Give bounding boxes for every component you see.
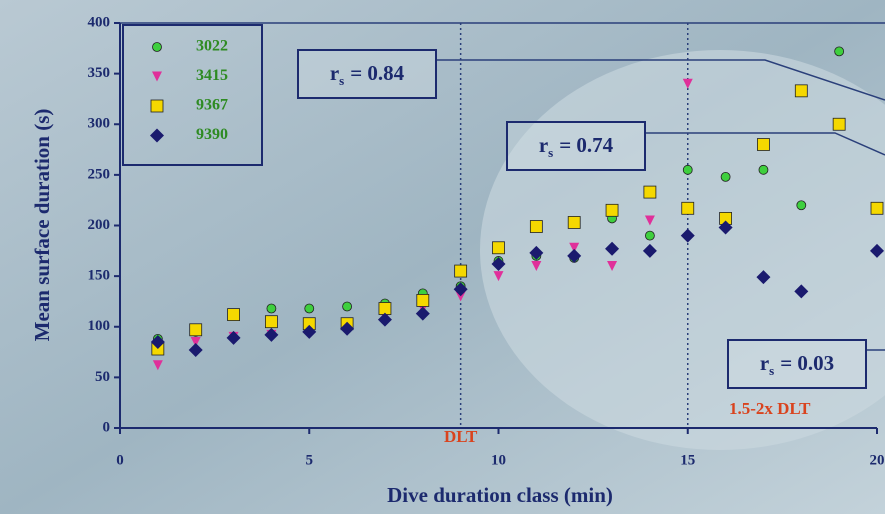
point <box>568 216 580 228</box>
annotation-part: s <box>548 145 553 160</box>
legend-label: 9367 <box>196 97 228 114</box>
point <box>265 316 277 328</box>
point <box>455 265 467 277</box>
point <box>833 118 845 130</box>
point <box>305 304 314 313</box>
point <box>871 202 883 214</box>
point <box>795 85 807 97</box>
point <box>228 309 240 321</box>
point <box>493 242 505 254</box>
chart: Dive duration class (min) Mean surface d… <box>0 0 885 514</box>
x-tick-label: 10 <box>491 452 506 468</box>
legend-marker <box>151 100 163 112</box>
point <box>682 202 694 214</box>
annotation-part: = 0.84 <box>350 61 404 85</box>
point <box>530 221 542 233</box>
y-tick-label: 150 <box>88 268 111 284</box>
annotation-part: s <box>769 363 774 378</box>
point <box>757 139 769 151</box>
y-tick-label: 350 <box>88 65 111 81</box>
point <box>190 324 202 336</box>
x-tick-label: 0 <box>116 452 124 468</box>
y-tick-label: 400 <box>88 14 111 30</box>
annotation-part: s <box>339 73 344 88</box>
y-tick-label: 250 <box>88 166 111 182</box>
annotation-part: r <box>539 133 548 157</box>
point <box>797 201 806 210</box>
annotation-part: r <box>760 351 769 375</box>
point <box>267 304 276 313</box>
point <box>645 231 654 240</box>
legend-label: 3415 <box>196 67 228 84</box>
annotation-part: = 0.74 <box>559 133 613 157</box>
reference-label: DLT <box>444 427 478 446</box>
point <box>417 294 429 306</box>
reference-label: 1.5-2x DLT <box>729 399 811 418</box>
point <box>835 47 844 56</box>
point <box>759 165 768 174</box>
annotation-part: r <box>330 61 339 85</box>
point <box>721 172 730 181</box>
x-axis-title: Dive duration class (min) <box>387 483 613 507</box>
y-tick-label: 100 <box>88 318 111 334</box>
x-tick-label: 15 <box>680 452 695 468</box>
point <box>606 204 618 216</box>
y-tick-label: 50 <box>95 369 110 385</box>
point <box>644 186 656 198</box>
y-tick-label: 200 <box>88 217 111 233</box>
x-tick-label: 5 <box>306 452 314 468</box>
legend-marker <box>153 43 162 52</box>
annotation-part: = 0.03 <box>780 351 834 375</box>
x-tick-label: 20 <box>870 452 885 468</box>
legend-label: 3022 <box>196 38 228 55</box>
y-tick-label: 0 <box>103 419 111 435</box>
point <box>683 165 692 174</box>
point <box>343 302 352 311</box>
y-axis-title: Mean surface duration (s) <box>30 109 54 342</box>
legend-label: 9390 <box>196 126 228 143</box>
y-tick-label: 300 <box>88 116 111 132</box>
